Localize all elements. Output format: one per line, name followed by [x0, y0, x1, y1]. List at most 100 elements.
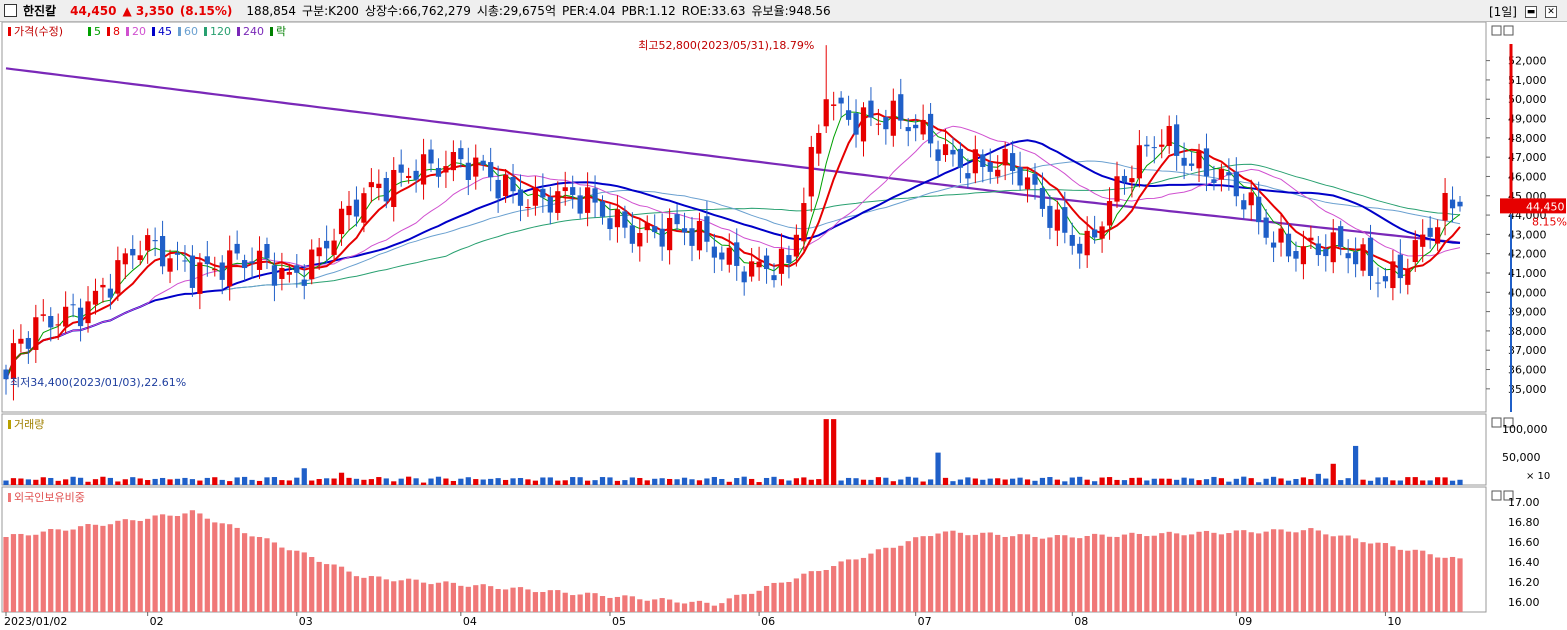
- candle-body: [1338, 226, 1344, 247]
- candle-body: [696, 220, 703, 251]
- foreign-bar: [890, 547, 896, 612]
- foreign-bar: [77, 526, 84, 612]
- foreign-bar: [719, 603, 725, 612]
- foreign-bar: [1129, 532, 1135, 612]
- candle-body: [1024, 177, 1031, 190]
- candle-body: [570, 187, 576, 195]
- volume-bar: [935, 452, 941, 485]
- legend-fall-label: 락: [276, 25, 286, 38]
- foreign-bar: [1211, 532, 1217, 612]
- candle-body: [1077, 243, 1083, 254]
- volume-bar: [622, 480, 628, 485]
- volume-bar: [488, 478, 494, 485]
- foreign-bar: [972, 534, 978, 612]
- volume-bar: [532, 480, 539, 485]
- candle-body: [324, 240, 330, 249]
- foreign-bar: [227, 524, 233, 612]
- foreign-bar: [115, 520, 121, 612]
- volume-bar: [1330, 463, 1336, 485]
- foreign-bar: [450, 582, 456, 612]
- foreign-bar: [860, 557, 867, 612]
- volume-bar: [25, 479, 31, 485]
- foreign-bar: [1435, 557, 1441, 612]
- candle-body: [719, 252, 725, 260]
- candle-body: [1203, 148, 1210, 177]
- volume-bar: [428, 478, 434, 485]
- select-checkbox[interactable]: [4, 4, 17, 17]
- candle-body: [995, 169, 1001, 177]
- close-icon[interactable]: ✕: [1545, 5, 1557, 18]
- foreign-bar: [1166, 531, 1172, 612]
- volume-bar: [965, 477, 971, 485]
- candle-body: [614, 209, 621, 228]
- volume-bar: [517, 478, 524, 485]
- candle-body: [1121, 175, 1128, 183]
- candle-body: [137, 255, 143, 260]
- candle-body: [898, 94, 904, 121]
- foreign-bar: [1263, 531, 1269, 612]
- volume-bar: [927, 479, 934, 485]
- candle-body: [652, 226, 658, 233]
- volume-bar: [1435, 477, 1441, 485]
- volume-bar: [957, 479, 964, 485]
- foreign-bar: [309, 557, 315, 612]
- candle-body: [1427, 227, 1433, 237]
- candle-body: [532, 187, 539, 206]
- volume-bar: [995, 478, 1001, 485]
- candle-body: [1353, 251, 1359, 265]
- candle-body: [92, 290, 99, 305]
- candle-body: [18, 338, 24, 344]
- foreign-bar: [1308, 528, 1314, 612]
- volume-bar: [786, 480, 792, 485]
- candle-body: [271, 265, 278, 286]
- candle-body: [1211, 179, 1217, 183]
- volume-bar: [1024, 479, 1031, 485]
- candle-body: [1308, 237, 1314, 241]
- foreign-bar: [778, 582, 785, 612]
- foreign-bar: [562, 592, 568, 612]
- foreign-bar: [1121, 534, 1128, 612]
- volume-bar: [1159, 478, 1165, 485]
- foreign-bar: [614, 596, 621, 612]
- period-selector[interactable]: [1일]: [1488, 5, 1517, 19]
- volume-bar: [1106, 477, 1113, 485]
- candle-body: [1420, 234, 1426, 247]
- candle-body: [1330, 232, 1336, 263]
- candle-body: [913, 124, 919, 129]
- volume-bar: [555, 480, 561, 485]
- legend-ma-label: 5: [94, 25, 101, 38]
- candle-body: [197, 262, 203, 294]
- candle-body: [689, 228, 695, 246]
- candle-body: [1367, 237, 1374, 276]
- volume-bar: [607, 477, 613, 485]
- foreign-bar: [726, 598, 732, 612]
- volume-bar: [808, 479, 814, 485]
- minimize-icon[interactable]: ▬: [1525, 5, 1537, 18]
- volume-bar: [1449, 480, 1456, 485]
- candle-body: [1084, 230, 1090, 256]
- candle-body: [905, 127, 911, 132]
- foreign-bar: [488, 586, 494, 612]
- foreign-bar: [383, 579, 389, 612]
- candle-body: [294, 265, 300, 273]
- volume-bar: [875, 477, 882, 485]
- legend-ma-marker: [126, 27, 129, 36]
- candle-body: [920, 119, 926, 135]
- stock-chart[interactable]: 35,000 36,000 37,000 38,000 39,000 40,000 41,0…: [0, 22, 1567, 630]
- foreign-tick-label: 16.20: [1508, 576, 1540, 589]
- volume-bar: [1270, 476, 1277, 485]
- stock-name[interactable]: 한진칼: [23, 4, 57, 18]
- foreign-bar: [1084, 535, 1090, 612]
- volume-bar: [1293, 478, 1299, 485]
- volume-bar: [1390, 480, 1396, 485]
- foreign-bar: [241, 533, 248, 612]
- foreign-bar: [1054, 535, 1060, 612]
- candle-body: [1390, 261, 1396, 289]
- candle-body: [1233, 171, 1239, 197]
- x-tick-label: 04: [463, 615, 477, 628]
- foreign-bar: [1330, 536, 1336, 612]
- candle-body: [741, 271, 747, 283]
- volume-bar: [159, 477, 166, 485]
- volume-bar: [584, 480, 591, 485]
- foreign-bar: [1017, 534, 1023, 612]
